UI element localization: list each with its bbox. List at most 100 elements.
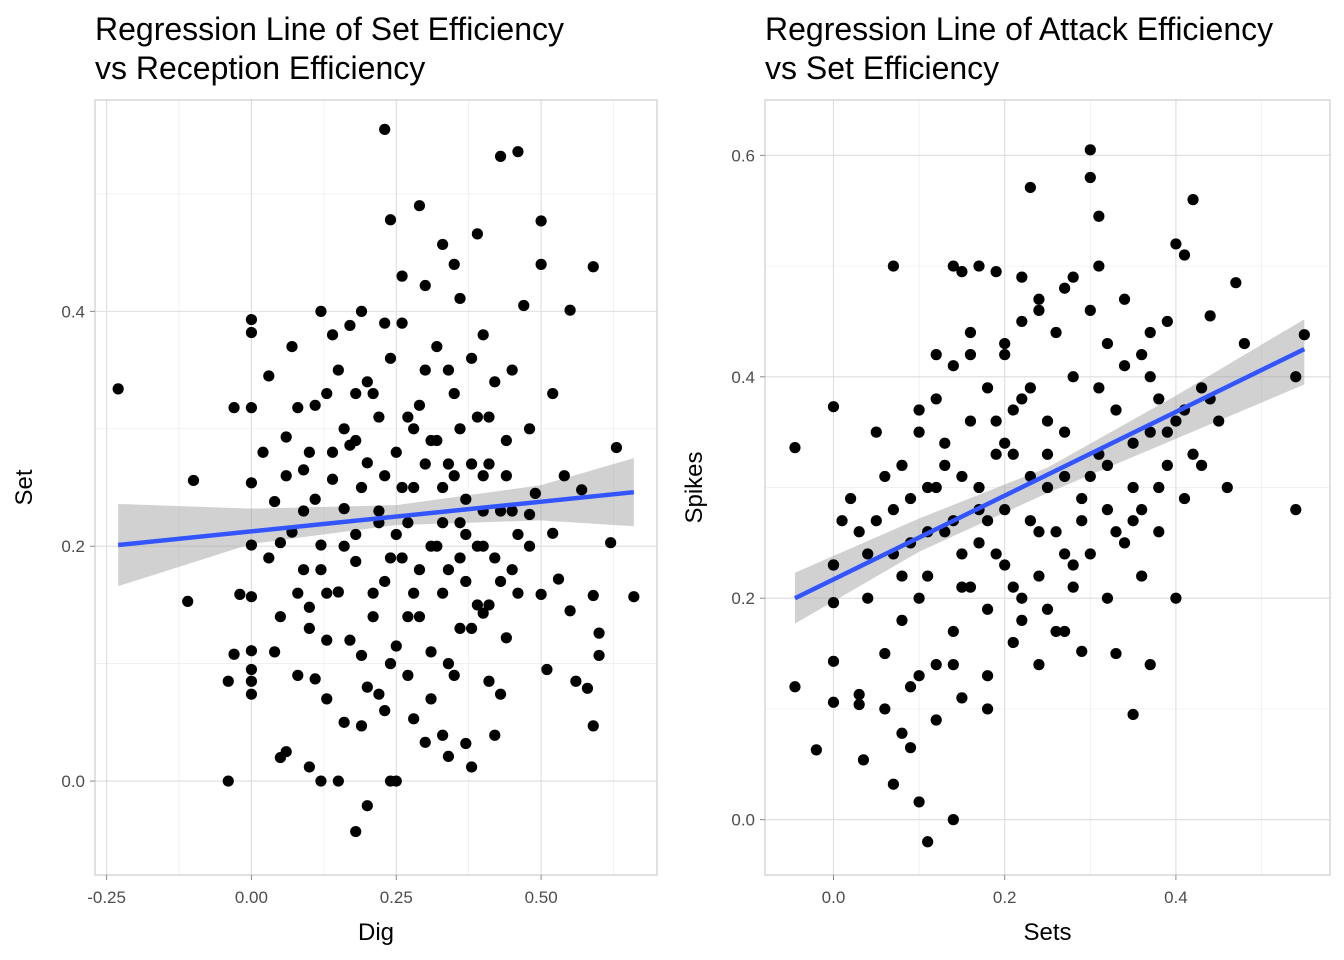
data-point — [1033, 293, 1045, 305]
data-point — [1016, 614, 1028, 626]
data-point — [981, 515, 994, 527]
regression-line — [117, 489, 635, 548]
data-point — [274, 611, 287, 623]
data-point — [904, 681, 917, 693]
data-point — [1084, 144, 1096, 156]
data-point — [379, 123, 391, 135]
data-point — [862, 592, 874, 604]
data-point — [332, 364, 344, 376]
data-point — [1298, 329, 1310, 341]
data-point — [939, 459, 951, 471]
right-scatter-chart: 0.0 0.2 0.4 0.0 0.2 0.4 0.6 Sets Spikes Regressio… — [681, 11, 1331, 946]
data-point — [263, 370, 275, 382]
data-point — [1076, 492, 1088, 505]
data-point — [535, 258, 547, 270]
data-point — [887, 778, 900, 790]
data-point — [454, 552, 466, 564]
data-point — [523, 540, 536, 552]
data-point — [460, 737, 472, 750]
data-point — [390, 528, 402, 541]
data-point — [309, 399, 321, 411]
data-point — [222, 675, 234, 687]
data-point — [1178, 492, 1191, 505]
data-point — [355, 481, 368, 494]
data-point — [999, 504, 1011, 516]
data-point — [245, 402, 258, 414]
x-tick-label: 0.50 — [525, 888, 558, 907]
data-point — [1050, 526, 1062, 538]
data-point — [228, 648, 240, 660]
data-point — [384, 214, 397, 226]
data-point — [448, 387, 460, 400]
data-point — [1213, 415, 1225, 427]
data-point — [379, 317, 391, 329]
data-point — [454, 622, 466, 635]
data-point — [326, 329, 339, 341]
data-point — [1144, 426, 1156, 438]
data-point — [355, 720, 368, 732]
data-point — [309, 673, 321, 685]
data-point — [535, 215, 547, 227]
data-point — [1178, 249, 1191, 261]
data-point — [1059, 426, 1071, 438]
data-point — [396, 317, 408, 329]
data-point — [999, 337, 1011, 350]
data-point — [1230, 277, 1242, 289]
data-point — [465, 458, 478, 470]
data-point — [338, 716, 350, 728]
data-point — [413, 564, 426, 576]
data-point — [930, 393, 942, 405]
data-point — [373, 505, 385, 517]
data-point — [973, 481, 985, 494]
data-point — [460, 493, 472, 505]
data-point — [981, 670, 994, 682]
data-point — [384, 658, 397, 670]
data-point — [947, 814, 959, 826]
data-point — [297, 464, 310, 476]
data-point — [326, 446, 339, 458]
data-point — [1136, 504, 1148, 516]
data-point — [274, 537, 287, 549]
data-point — [789, 681, 801, 693]
data-point — [1161, 459, 1173, 471]
data-point — [425, 693, 437, 705]
x-tick-label: 0.4 — [1164, 888, 1188, 907]
data-point — [956, 581, 968, 593]
data-point — [361, 681, 373, 693]
data-point — [344, 634, 356, 646]
data-point — [981, 382, 994, 394]
data-point — [408, 713, 420, 725]
data-point — [1007, 636, 1019, 649]
data-point — [1153, 393, 1165, 405]
data-point — [947, 360, 959, 372]
data-point — [1093, 260, 1105, 272]
data-point — [862, 548, 874, 560]
data-point — [1067, 371, 1079, 383]
data-point — [836, 515, 848, 527]
data-point — [964, 326, 977, 339]
data-point — [477, 607, 489, 619]
data-point — [1050, 625, 1062, 638]
data-point — [930, 714, 942, 726]
data-point — [494, 150, 507, 162]
data-point — [367, 611, 379, 623]
data-point — [1067, 581, 1079, 593]
data-point — [956, 692, 968, 704]
data-point — [355, 305, 368, 317]
data-point — [419, 279, 431, 292]
data-point — [1033, 659, 1045, 671]
data-point — [581, 682, 594, 694]
data-point — [303, 622, 315, 635]
data-point — [1170, 238, 1182, 250]
data-point — [303, 601, 315, 613]
y-axis-title: Spikes — [681, 451, 708, 523]
data-point — [827, 559, 840, 571]
data-point — [355, 649, 368, 662]
data-point — [913, 670, 925, 682]
data-point — [879, 647, 891, 660]
data-point — [1084, 548, 1096, 560]
data-point — [845, 492, 857, 505]
data-point — [990, 548, 1002, 560]
data-point — [1041, 603, 1054, 615]
data-point — [437, 587, 449, 599]
